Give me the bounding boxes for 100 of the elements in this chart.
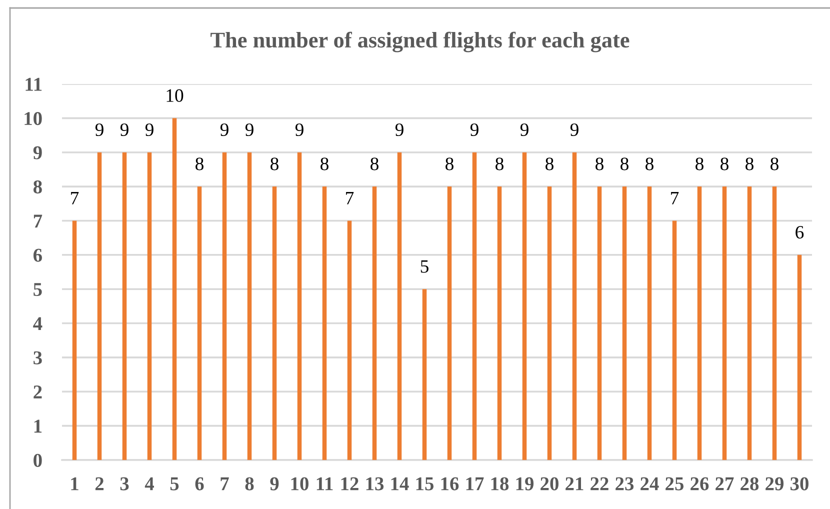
data-label: 8 — [646, 158, 654, 170]
data-label: 9 — [295, 123, 304, 136]
data-label: 9 — [395, 123, 404, 136]
bar — [797, 254, 802, 460]
y-tick-label: 1 — [34, 420, 42, 433]
data-label: 8 — [620, 158, 628, 170]
data-label: 9 — [470, 123, 478, 136]
bar — [372, 186, 377, 460]
bar — [122, 152, 127, 460]
bar — [697, 186, 702, 460]
y-tick-label: 2 — [34, 386, 42, 398]
x-tick-label: 2 — [95, 477, 104, 490]
bar — [647, 186, 652, 460]
data-label: 8 — [720, 158, 728, 170]
bar — [522, 152, 527, 460]
x-tick-label: 4 — [144, 477, 154, 490]
x-tick-label: 16 — [441, 477, 459, 490]
x-tick-label: 11 — [316, 477, 333, 490]
bar — [247, 152, 252, 460]
data-label: 8 — [770, 158, 778, 170]
x-tick-label: 3 — [120, 477, 129, 490]
x-tick-label: 30 — [790, 477, 808, 490]
data-label: 9 — [570, 123, 578, 136]
bar — [172, 118, 177, 460]
bar — [347, 220, 352, 460]
data-label: 7 — [671, 192, 679, 204]
x-tick-label: 18 — [491, 477, 509, 490]
bar — [772, 186, 777, 460]
x-tick-label: 5 — [170, 477, 179, 490]
x-tick-label: 23 — [616, 477, 634, 490]
y-tick-label: 3 — [34, 351, 42, 364]
bar — [497, 186, 502, 460]
x-tick-label: 17 — [466, 477, 484, 490]
bar — [97, 152, 102, 460]
data-label: 8 — [196, 158, 204, 170]
data-label: 9 — [95, 123, 104, 136]
data-label: 8 — [496, 158, 504, 170]
x-tick-label: 29 — [766, 477, 784, 490]
data-label: 8 — [696, 158, 704, 170]
x-tick-label: 19 — [516, 477, 534, 490]
bar — [147, 152, 152, 460]
bar — [572, 152, 577, 460]
x-tick-label: 24 — [640, 477, 659, 490]
data-label: 8 — [370, 158, 378, 170]
x-tick-label: 25 — [666, 477, 684, 490]
x-tick-label: 26 — [690, 477, 709, 490]
data-label: 8 — [320, 158, 328, 170]
data-label: 9 — [120, 123, 128, 136]
data-label: 8 — [546, 158, 554, 170]
x-tick-label: 15 — [416, 477, 434, 490]
bar — [272, 186, 277, 460]
bar — [222, 152, 227, 460]
y-tick-label: 8 — [33, 180, 42, 194]
bar — [72, 220, 77, 460]
y-tick-label: 6 — [34, 248, 42, 262]
bar — [672, 220, 677, 460]
bar — [397, 152, 402, 460]
bar — [547, 186, 552, 460]
x-tick-label: 7 — [220, 477, 229, 490]
y-tick-label: 10 — [24, 112, 42, 126]
x-tick-label: 8 — [245, 477, 254, 490]
x-tick-label: 10 — [291, 477, 308, 490]
x-tick-label: 27 — [716, 477, 734, 490]
data-label: 6 — [796, 226, 804, 239]
x-tick-label: 22 — [590, 477, 608, 490]
x-tick-label: 6 — [195, 477, 204, 490]
x-tick-label: 28 — [740, 477, 759, 490]
data-label: 8 — [446, 158, 454, 170]
y-tick-label: 7 — [34, 214, 42, 228]
data-label: 8 — [270, 158, 278, 170]
bar — [622, 186, 627, 460]
x-tick-label: 20 — [540, 477, 558, 490]
chart-title: The number of assigned flights for each gate — [210, 32, 630, 52]
data-label: 8 — [596, 158, 604, 170]
bar — [472, 152, 477, 460]
data-label: 9 — [245, 123, 254, 136]
data-label: 7 — [71, 192, 79, 204]
bar — [197, 186, 202, 460]
x-tick-label: 21 — [566, 477, 584, 490]
x-tick-label: 1 — [71, 477, 78, 490]
y-tick-label: 5 — [34, 283, 42, 296]
x-tick-label: 14 — [391, 477, 409, 490]
y-tick-label: 4 — [33, 317, 42, 330]
bar — [597, 186, 602, 460]
bar — [322, 186, 327, 460]
x-tick-label: 9 — [270, 477, 279, 490]
y-tick-label: 9 — [33, 146, 42, 160]
x-tick-label: 13 — [366, 477, 384, 490]
bar — [297, 152, 302, 460]
bar — [422, 289, 427, 460]
data-label: 8 — [746, 158, 754, 170]
data-label: 7 — [346, 192, 354, 204]
y-tick-label: 11 — [26, 78, 42, 91]
data-label: 9 — [145, 123, 154, 136]
bar — [447, 186, 452, 460]
x-tick-label: 12 — [341, 477, 358, 490]
data-label: 9 — [220, 123, 228, 136]
bar — [722, 186, 727, 460]
data-label: 9 — [520, 123, 528, 136]
bar — [747, 186, 752, 460]
